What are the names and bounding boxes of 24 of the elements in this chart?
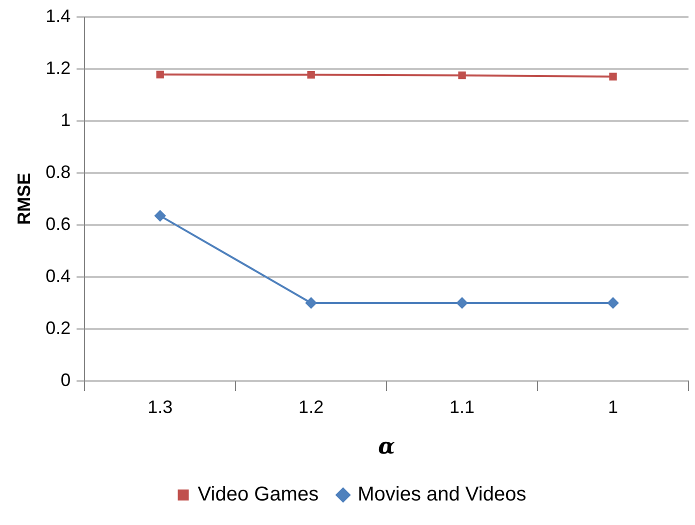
x-tick-label: 1.3 <box>148 396 173 417</box>
y-tick-label: 0 <box>60 370 71 390</box>
y-tick-label: 0.4 <box>46 266 71 286</box>
y-tick-label: 1 <box>60 110 71 130</box>
point <box>156 70 164 78</box>
x-tick-label: 1.2 <box>298 396 324 417</box>
point <box>456 297 468 308</box>
y-tick-label: 1.2 <box>46 58 71 78</box>
point <box>608 297 619 308</box>
y-tick-label: 0.8 <box>46 162 71 182</box>
x-axis-title: α <box>378 434 396 460</box>
point <box>154 210 166 222</box>
point <box>306 297 317 308</box>
y-tick-label: 0.2 <box>46 318 71 338</box>
legend-label: Movies and Videos <box>358 484 526 506</box>
x-tick-label: 1.1 <box>450 396 475 417</box>
point <box>458 72 466 80</box>
y-tick-label: 0.6 <box>46 214 71 234</box>
x-tick-label: 1 <box>608 396 618 417</box>
point <box>609 72 617 80</box>
point <box>307 70 315 79</box>
y-axis-title: RMSE <box>14 172 34 225</box>
legend-label: Video Games <box>198 484 319 506</box>
y-tick-label: 1.4 <box>46 6 71 26</box>
